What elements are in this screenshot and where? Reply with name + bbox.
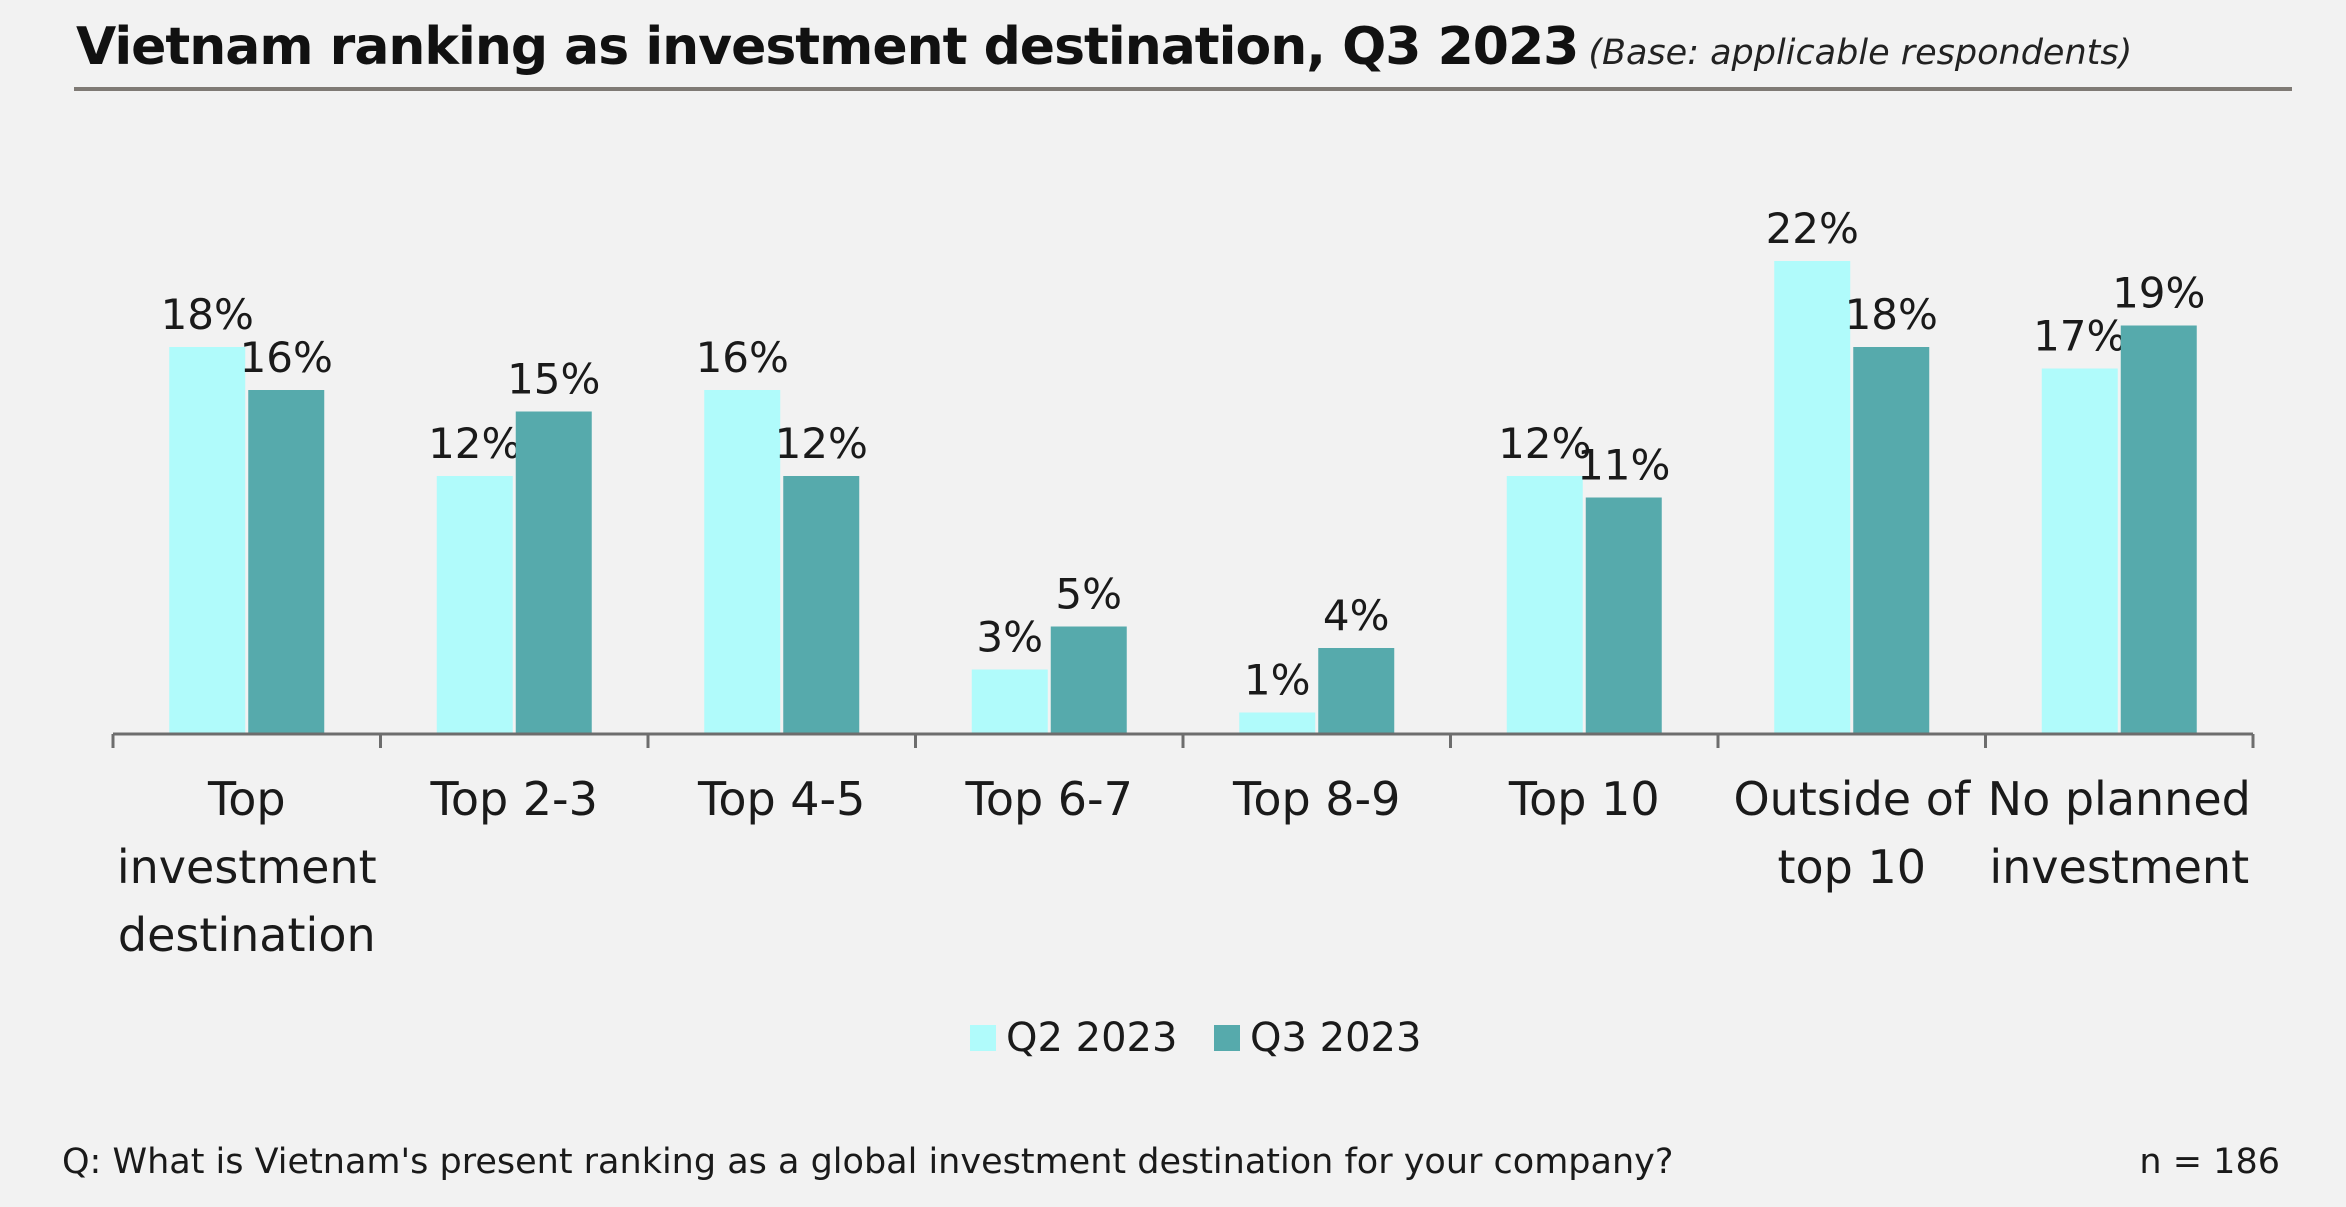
bar-q2-7 xyxy=(2041,368,2118,734)
category-label-1-line-0: Top 2-3 xyxy=(430,772,598,826)
value-label-q3-6: 18% xyxy=(1845,290,1938,339)
category-label-2-line-0: Top 4-5 xyxy=(697,772,865,826)
bar-q3-5 xyxy=(1585,497,1662,734)
category-label-0-line-0: Top xyxy=(207,772,286,826)
bar-q3-0 xyxy=(248,390,325,734)
value-label-q3-4: 4% xyxy=(1323,591,1390,640)
chart-title-main: Vietnam ranking as investment destinatio… xyxy=(76,17,1579,77)
value-label-q2-0: 18% xyxy=(161,290,254,339)
value-label-q3-5: 11% xyxy=(1577,441,1670,490)
bars-layer: 18%16%12%15% 16%12%3%5%1%4%12%11%22%18% 17… xyxy=(161,204,2205,734)
value-label-q2-5: 12% xyxy=(1498,419,1591,468)
value-label-q2-1: 12% xyxy=(428,419,521,468)
category-label-6-line-0: Outside of xyxy=(1733,772,1971,826)
category-labels: Top investment destination Top 2-3 Top 4-5 To… xyxy=(117,772,2251,962)
bar-q2-1 xyxy=(436,476,513,734)
bar-q3-1 xyxy=(515,411,592,734)
chart-title: Vietnam ranking as investment destinatio… xyxy=(76,12,2132,95)
title-divider xyxy=(74,87,2292,91)
category-label-3-line-0: Top 6-7 xyxy=(965,772,1133,826)
value-label-q3-3: 5% xyxy=(1055,570,1122,619)
value-label-q2-6: 22% xyxy=(1766,204,1859,253)
survey-question: Q: What is Vietnam's present ranking as … xyxy=(62,1142,1674,1182)
chart-title-base-note: (Base: applicable respondents) xyxy=(1588,33,2133,73)
bar-q3-6 xyxy=(1853,347,1930,734)
bar-q3-2 xyxy=(783,476,860,734)
value-label-q2-3: 3% xyxy=(976,613,1043,662)
bar-q3-7 xyxy=(2120,325,2197,734)
bar-q2-5 xyxy=(1506,476,1583,734)
bar-q2-0 xyxy=(169,347,246,734)
x-axis xyxy=(111,732,2255,748)
value-label-q3-0: 16% xyxy=(240,333,333,382)
category-label-7-line-0: No planned xyxy=(1988,772,2251,826)
bar-q3-3 xyxy=(1050,626,1127,734)
value-label-q3-1: 15% xyxy=(507,355,600,404)
legend-label-q2: Q2 2023 xyxy=(1006,1015,1177,1061)
sample-size: n = 186 xyxy=(2139,1142,2280,1182)
bar-q2-2 xyxy=(704,390,781,734)
value-label-q2-2: 16% xyxy=(696,333,789,382)
bar-q3-4 xyxy=(1318,648,1395,734)
category-label-5-line-0: Top 10 xyxy=(1508,772,1660,826)
value-label-q3-2: 12% xyxy=(775,419,868,468)
category-label-4-line-0: Top 8-9 xyxy=(1232,772,1400,826)
category-label-0-line-2: destination xyxy=(118,908,376,962)
value-label-q2-4: 1% xyxy=(1244,656,1311,705)
legend: Q2 2023 Q3 2023 xyxy=(970,1015,1421,1061)
category-label-7-line-1: investment xyxy=(1989,840,2249,894)
legend-swatch-q2 xyxy=(970,1025,996,1051)
bar-q2-6 xyxy=(1774,261,1851,734)
category-label-0-line-1: investment xyxy=(117,840,377,894)
category-label-6-line-1: top 10 xyxy=(1777,840,1926,894)
value-label-q2-7: 17% xyxy=(2033,312,2126,361)
bar-q2-3 xyxy=(971,669,1048,734)
legend-swatch-q3 xyxy=(1214,1025,1240,1051)
bar-q2-4 xyxy=(1239,712,1316,734)
legend-label-q3: Q3 2023 xyxy=(1250,1015,1421,1061)
value-label-q3-7: 19% xyxy=(2112,269,2205,318)
